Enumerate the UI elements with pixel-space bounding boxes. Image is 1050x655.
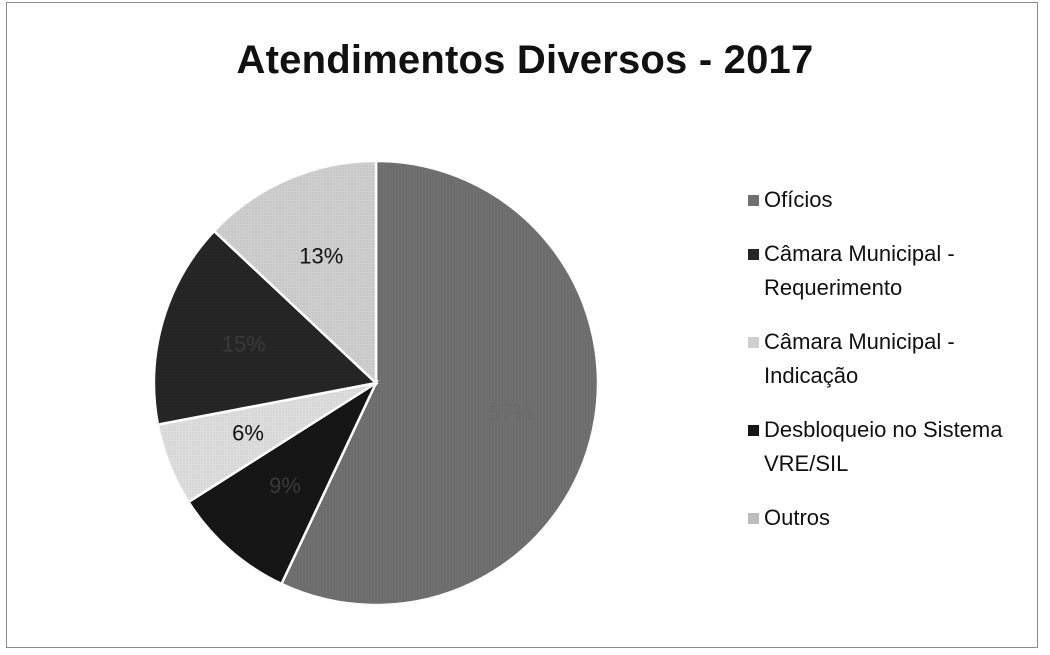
- legend-item-1: Câmara Municipal - Requerimento: [748, 237, 1048, 305]
- pie-slice-texture-4: [214, 161, 376, 383]
- legend-swatch-1: [748, 249, 759, 260]
- slice-label-1: 9%: [269, 473, 301, 498]
- legend-label-4: Outros: [764, 505, 831, 530]
- chart-legend: Ofícios Câmara Municipal - Requerimento Câ…: [748, 183, 1048, 535]
- pie-slice-texture-0: [281, 161, 599, 605]
- legend-item-4: Outros: [748, 501, 1048, 535]
- pie-slice-texture-1: [188, 383, 376, 584]
- slice-label-4: 13%: [299, 244, 343, 269]
- legend-item-2: Câmara Municipal - Indicação: [748, 325, 1048, 393]
- legend-swatch-0: [748, 195, 759, 206]
- legend-swatch-3: [748, 425, 759, 436]
- slice-label-0: 57%: [488, 400, 532, 425]
- legend-label-1: Câmara Municipal - Requerimento: [764, 241, 955, 300]
- slice-label-3: 15%: [222, 332, 266, 357]
- legend-item-0: Ofícios: [748, 183, 1048, 217]
- legend-swatch-4: [748, 513, 759, 524]
- pie-slice-texture-2: [157, 383, 376, 502]
- legend-swatch-2: [748, 337, 759, 348]
- legend-label-3: Desbloqueio no Sistema VRE/SIL: [764, 417, 1003, 476]
- legend-label-0: Ofícios: [764, 187, 833, 212]
- pie-slice-texture-3: [153, 231, 376, 425]
- legend-label-2: Câmara Municipal - Indicação: [764, 329, 955, 388]
- slice-label-2: 6%: [232, 421, 264, 446]
- chart-title: Atendimentos Diversos - 2017: [236, 38, 814, 82]
- legend-item-3: Desbloqueio no Sistema VRE/SIL: [748, 413, 1048, 481]
